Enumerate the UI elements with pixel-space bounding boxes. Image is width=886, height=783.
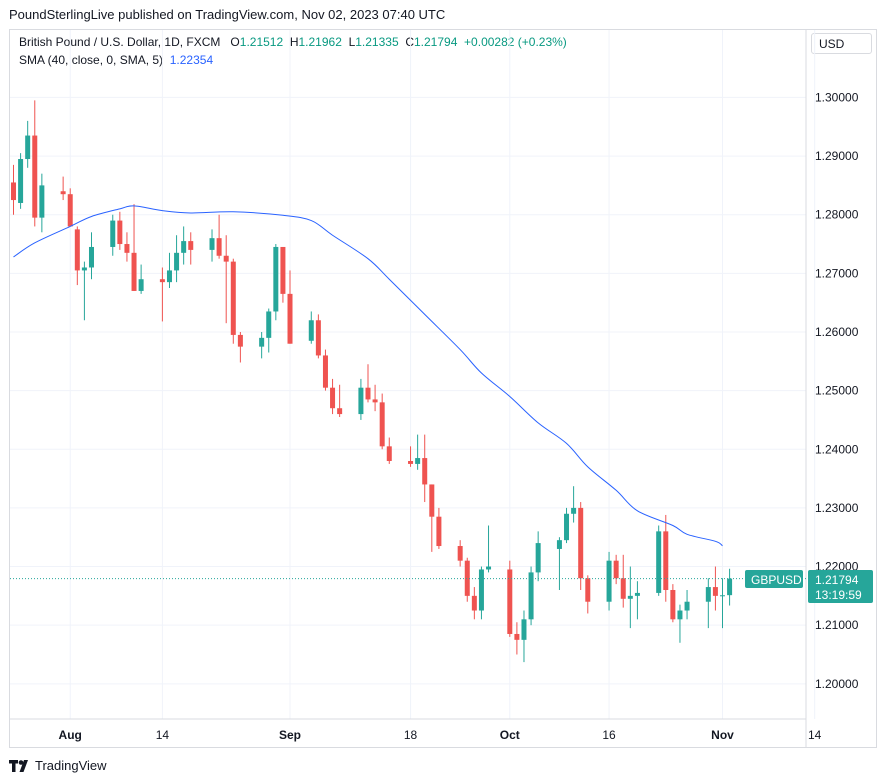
open-key: O: [230, 35, 240, 49]
sma-value: 1.22354: [169, 53, 214, 67]
close-key: C: [405, 35, 414, 49]
sma-label: SMA (40, close, 0, SMA, 5): [19, 53, 164, 67]
low-key: L: [348, 35, 356, 49]
currency-button[interactable]: USD: [811, 33, 872, 54]
countdown-tag: 13:19:59: [815, 588, 862, 602]
symbol-tag: GBPUSD: [751, 573, 802, 587]
close-value: 1.21794: [413, 35, 458, 49]
chart-frame: [9, 29, 877, 748]
high-value: 1.21962: [298, 35, 342, 49]
symbol-legend: British Pound / U.S. Dollar, 1D, FXCM O1…: [19, 35, 567, 49]
attribution: PoundSterlingLive published on TradingVi…: [9, 7, 446, 22]
high-key: H: [289, 35, 299, 49]
brand-name: TradingView: [35, 758, 107, 773]
symbol-title: British Pound / U.S. Dollar, 1D, FXCM: [19, 35, 221, 49]
change-value: +0.00282 (+0.23%): [464, 35, 567, 49]
low-value: 1.21335: [355, 35, 399, 49]
last-price-tag: 1.21794: [815, 573, 859, 587]
tradingview-logo-icon: [9, 759, 29, 772]
brand[interactable]: TradingView: [9, 758, 107, 773]
sma-legend: SMA (40, close, 0, SMA, 5) 1.22354: [19, 53, 213, 67]
open-value: 1.21512: [239, 35, 284, 49]
